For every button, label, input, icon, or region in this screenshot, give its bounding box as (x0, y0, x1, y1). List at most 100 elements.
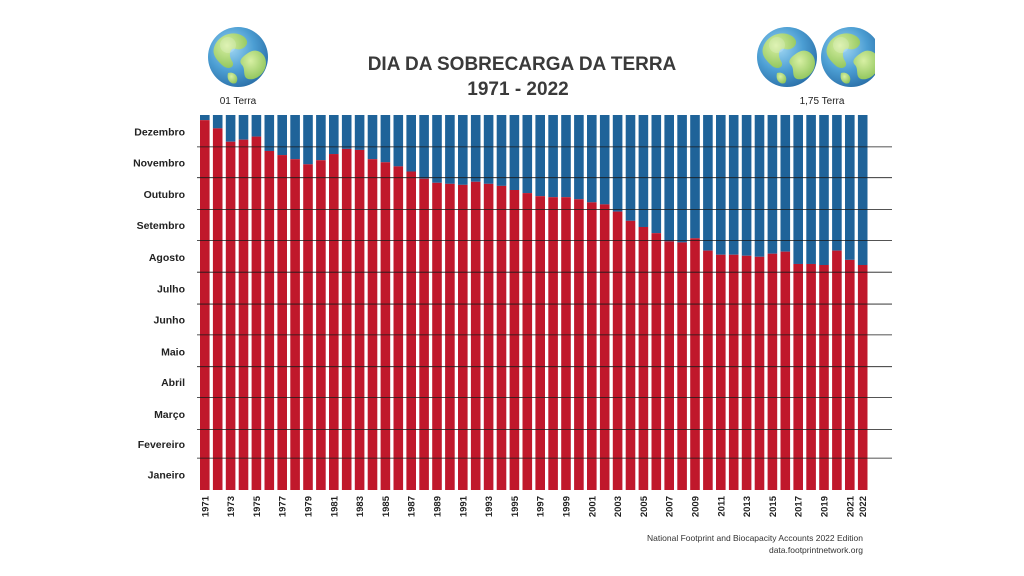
bar-overshoot-1980 (316, 160, 326, 490)
year-tick-label: 1971 (200, 495, 211, 517)
bar-remaining-2004 (625, 115, 636, 221)
bar-remaining-1990 (445, 115, 455, 184)
bar-overshoot-1976 (264, 150, 275, 490)
month-tick-label: Dezembro (134, 126, 185, 138)
bar-overshoot-2022 (857, 265, 868, 490)
month-tick-label: Abril (161, 377, 185, 389)
bar-remaining-2008 (677, 115, 687, 243)
bar-remaining-2010 (703, 115, 713, 251)
month-tick-label: Novembro (133, 157, 185, 169)
bar-remaining-1991 (458, 115, 468, 185)
year-tick-label: 2021 (845, 495, 856, 517)
bar-remaining-2007 (664, 115, 674, 242)
bar-overshoot-2005 (638, 226, 649, 491)
bar-overshoot-2015 (767, 253, 778, 490)
source-url: data.footprintnetwork.org (769, 545, 863, 555)
bar-overshoot-2008 (677, 242, 687, 490)
month-tick-label: Outubro (144, 189, 185, 201)
bar-remaining-1980 (316, 115, 326, 161)
bar-overshoot-2016 (780, 251, 791, 490)
bar-overshoot-2018 (806, 263, 816, 490)
bar-remaining-2009 (690, 115, 700, 239)
bar-remaining-1998 (548, 115, 558, 198)
bar-remaining-2013 (741, 115, 752, 256)
bar-remaining-2003 (612, 115, 623, 212)
bar-remaining-1983 (354, 115, 365, 150)
bar-overshoot-2001 (587, 202, 597, 490)
bar-remaining-2005 (638, 115, 649, 227)
bar-remaining-1995 (509, 115, 520, 190)
year-tick-label: 1979 (304, 496, 315, 517)
year-tick-label: 1999 (562, 496, 573, 517)
year-tick-label: 1973 (226, 496, 237, 517)
bar-overshoot-1975 (251, 136, 262, 490)
bar-overshoot-1982 (341, 148, 352, 490)
bar-overshoot-1986 (393, 166, 404, 490)
earth-globe-icon (757, 27, 817, 87)
bar-remaining-2001 (587, 115, 597, 203)
bar-remaining-1999 (561, 115, 571, 198)
year-tick-label: 2011 (716, 495, 727, 516)
year-tick-label: 1977 (278, 496, 289, 517)
bar-overshoot-1995 (509, 190, 520, 490)
bar-remaining-1992 (470, 115, 481, 182)
earth-globe-icon (821, 27, 875, 87)
bar-overshoot-2013 (741, 255, 752, 490)
month-axis-labels: Janeiro Fevereiro Março Abril Maio Junho Julho… (133, 126, 185, 481)
bar-overshoot-1973 (225, 141, 236, 490)
bar-overshoot-2021 (845, 259, 855, 490)
bar-overshoot-1993 (483, 183, 494, 490)
bar-remaining-2014 (754, 115, 765, 257)
year-tick-label: 2022 (858, 496, 869, 517)
bar-overshoot-1999 (561, 197, 571, 490)
year-tick-label: 2017 (794, 496, 805, 517)
bars-layer (200, 115, 868, 491)
bar-overshoot-2004 (625, 220, 636, 490)
bar-remaining-2021 (845, 115, 855, 260)
earths-needed-label: 1,75 Terra (800, 96, 845, 107)
bar-remaining-1994 (496, 115, 507, 186)
year-tick-label: 1985 (381, 495, 392, 517)
one-earth-label: 01 Terra (220, 96, 257, 107)
bar-overshoot-1994 (496, 185, 507, 490)
bar-remaining-2012 (728, 115, 739, 255)
month-tick-label: Maio (161, 346, 185, 358)
bar-overshoot-1972 (212, 128, 223, 491)
bar-overshoot-2014 (754, 256, 765, 490)
bar-overshoot-2019 (819, 265, 829, 490)
bar-remaining-1977 (277, 115, 287, 156)
year-tick-label: 1987 (407, 496, 418, 517)
bar-remaining-1975 (251, 115, 262, 137)
bar-remaining-1971 (200, 115, 210, 121)
bar-overshoot-2011 (716, 254, 726, 490)
bar-overshoot-1996 (522, 193, 533, 490)
bar-remaining-2018 (806, 115, 816, 264)
month-tick-label: Setembro (137, 220, 185, 232)
bar-overshoot-1988 (419, 178, 429, 490)
year-tick-label: 2001 (587, 495, 598, 517)
bar-remaining-1986 (393, 115, 404, 167)
bar-remaining-1996 (522, 115, 533, 194)
bar-remaining-2015 (767, 115, 778, 254)
month-tick-label: Fevereiro (138, 439, 185, 451)
year-axis-labels: 1971 1973 1975 1977 1979 1981 1983 1985 1987 1989… (200, 495, 869, 517)
bar-remaining-1972 (212, 115, 223, 129)
year-tick-label: 2003 (613, 496, 624, 517)
bar-overshoot-1979 (303, 164, 313, 490)
year-tick-label: 1983 (355, 496, 366, 517)
bar-overshoot-1971 (200, 120, 210, 490)
bar-overshoot-2010 (703, 250, 713, 490)
year-tick-label: 2009 (691, 496, 702, 517)
bar-remaining-2022 (857, 115, 868, 265)
bar-overshoot-1974 (238, 139, 249, 490)
year-tick-label: 1989 (433, 496, 444, 517)
bar-remaining-1974 (238, 115, 249, 140)
bar-overshoot-1983 (354, 149, 365, 490)
bar-overshoot-1991 (458, 184, 468, 491)
year-tick-label: 1981 (329, 495, 340, 517)
bar-remaining-1978 (290, 115, 300, 160)
bar-overshoot-2007 (664, 241, 674, 490)
bar-overshoot-2017 (793, 263, 803, 490)
year-tick-label: 1997 (536, 496, 547, 517)
bar-remaining-2016 (780, 115, 791, 252)
